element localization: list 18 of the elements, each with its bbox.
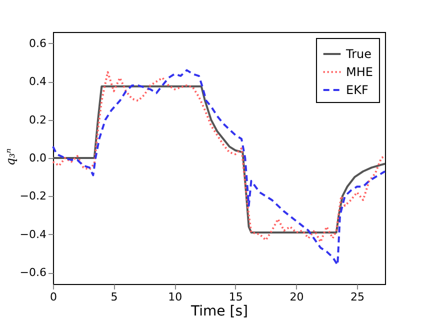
y-tick-label: 0.4 xyxy=(29,75,46,88)
y-tick-label: 0.6 xyxy=(29,36,46,50)
y-tick-label: −0.6 xyxy=(20,266,46,280)
x-axis-title: Time [s] xyxy=(190,304,248,320)
x-tick-label: 25 xyxy=(350,290,365,304)
x-tick-label: 10 xyxy=(168,290,182,304)
legend-label: MHE xyxy=(346,65,373,79)
y-axis-title: q₃ⁿ xyxy=(4,148,18,166)
y-tick-label: 0.0 xyxy=(29,152,46,164)
y-tick-label: −0.2 xyxy=(20,190,46,203)
y-tick-label: −0.4 xyxy=(20,228,46,241)
y-tick-label: 0.2 xyxy=(29,113,46,126)
legend-label: True xyxy=(345,47,372,61)
x-tick-label: 20 xyxy=(290,290,304,304)
legend-label: EKF xyxy=(346,83,368,97)
x-tick-label: 15 xyxy=(228,290,243,304)
x-tick-label: 0 xyxy=(50,290,57,304)
x-tick-label: 5 xyxy=(110,290,118,304)
